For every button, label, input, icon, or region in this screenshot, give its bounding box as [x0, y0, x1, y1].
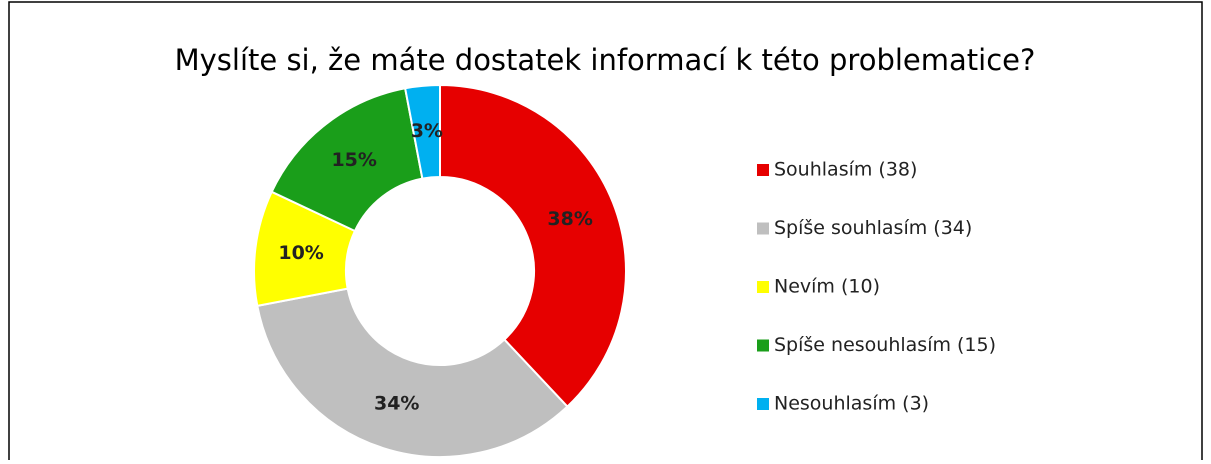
- legend-swatch: [757, 222, 769, 235]
- legend-label: Nevím (10): [774, 276, 880, 298]
- data-label: 38%: [547, 208, 592, 230]
- data-label: 34%: [374, 393, 419, 415]
- donut-segment: [256, 287, 569, 458]
- data-label: 3%: [411, 120, 443, 142]
- legend-label: Souhlasím (38): [774, 159, 917, 181]
- legend-swatch: [757, 398, 769, 410]
- data-label: 10%: [278, 242, 323, 264]
- legend-label: Spíše souhlasím (34): [774, 217, 972, 239]
- data-label: 15%: [331, 149, 376, 171]
- legend-swatch: [757, 339, 769, 352]
- donut-segment: [270, 87, 424, 233]
- legend-swatch: [757, 281, 769, 293]
- donut-segment: [439, 83, 627, 409]
- donut-segment: [403, 83, 441, 180]
- chart-title: Myslíte si, že máte dostatek informací k…: [175, 43, 1036, 77]
- legend-swatch: [757, 164, 769, 176]
- legend-label: Spíše nesouhlasím (15): [774, 334, 996, 356]
- legend-label: Nesouhlasím (3): [774, 393, 929, 415]
